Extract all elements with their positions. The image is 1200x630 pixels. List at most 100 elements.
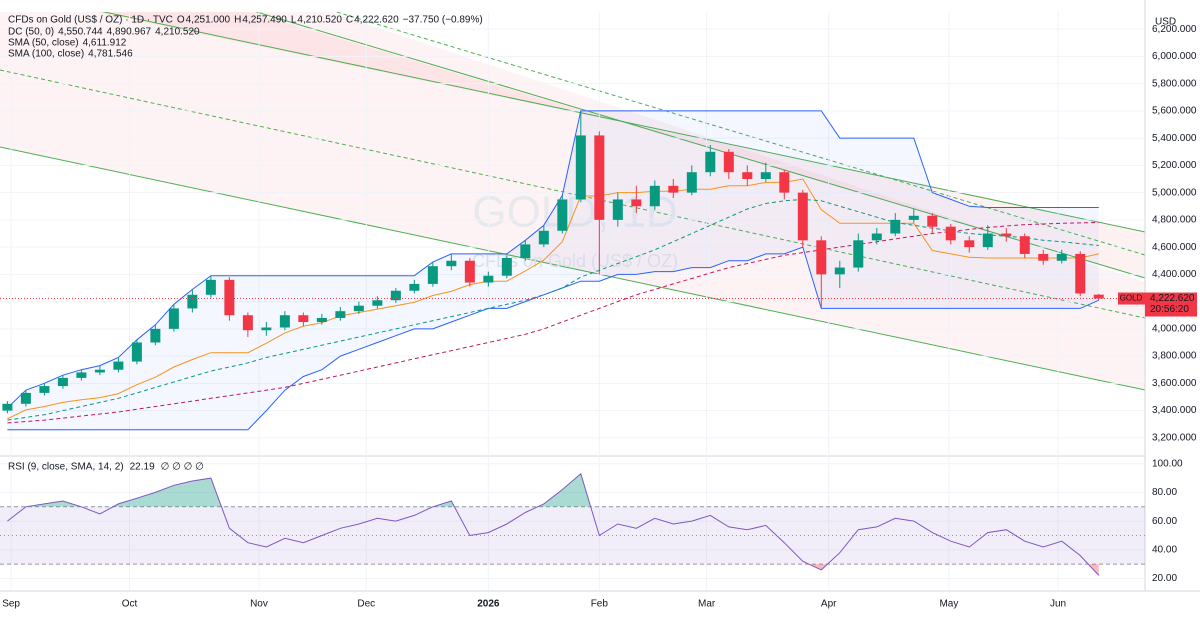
- candle-body: [1075, 253, 1086, 294]
- candle-body: [1038, 253, 1049, 261]
- candle-body: [927, 215, 938, 227]
- candle-body: [1093, 294, 1104, 299]
- x-tick-label: 2026: [477, 599, 500, 610]
- candle-body: [464, 260, 475, 283]
- candle-body: [20, 392, 31, 404]
- candle-body: [261, 327, 272, 331]
- change: −37.750 (−0.89%): [403, 15, 483, 26]
- ohlc-value: 4,222.620: [354, 15, 399, 26]
- ohlc-key: H: [234, 15, 241, 26]
- x-tick-label: Feb: [591, 599, 609, 610]
- trend-line: [0, 146, 1145, 391]
- indicator-value: 4,210.520: [155, 27, 200, 38]
- candle-body: [816, 240, 827, 275]
- y-tick-label: 4,600.000: [1152, 242, 1197, 253]
- y-tick-label: 3,200.000: [1152, 432, 1197, 443]
- candle-body: [797, 192, 808, 241]
- candle-body: [316, 317, 327, 323]
- candle-body: [483, 275, 494, 283]
- trend-line: [334, 12, 1145, 256]
- candle-body: [760, 172, 771, 180]
- candle-body: [964, 240, 975, 248]
- symbol-title: CFDs on Gold (US$ / OZ) · 1D · TVC: [8, 15, 173, 26]
- channel-area: [7, 110, 1099, 430]
- y-tick-label: 5,600.000: [1152, 106, 1197, 117]
- candle-body: [575, 135, 586, 200]
- y-tick-label: 4,000.000: [1152, 323, 1197, 334]
- x-tick-label: Sep: [2, 599, 20, 610]
- candle-body: [705, 151, 716, 173]
- candle-body: [908, 215, 919, 220]
- candle-body: [131, 342, 142, 362]
- trend-line: [254, 12, 1145, 279]
- candle-body: [113, 361, 124, 370]
- candle-body: [446, 260, 457, 267]
- candle-body: [668, 185, 679, 193]
- indicator-line: [7, 178, 1099, 420]
- channel-fill: [0, 12, 1145, 390]
- candle-body: [871, 233, 882, 241]
- y-tick-label: 3,400.000: [1152, 405, 1197, 416]
- watermark: GOLD, 1D: [472, 188, 677, 237]
- y-tick-label: 40.00: [1152, 544, 1177, 555]
- candle-body: [631, 199, 642, 207]
- x-tick-label: Mar: [698, 599, 716, 610]
- indicator-name: SMA (50, close): [8, 38, 79, 49]
- y-tick-label: 4,800.000: [1152, 215, 1197, 226]
- candle-body: [279, 315, 290, 328]
- x-tick-label: Nov: [250, 599, 268, 610]
- candle-body: [224, 279, 235, 316]
- y-tick-label: 80.00: [1152, 487, 1177, 498]
- price-tag-value: 4,222.620: [1150, 293, 1195, 304]
- candle-body: [242, 315, 253, 331]
- x-tick-label: Jun: [1050, 599, 1066, 610]
- y-tick-label: 3,600.000: [1152, 378, 1197, 389]
- candle-body: [427, 266, 438, 284]
- candle-body: [372, 300, 383, 306]
- candle-body: [168, 308, 179, 329]
- candle-body: [409, 283, 420, 291]
- candle-body: [538, 230, 549, 245]
- x-tick-label: Oct: [122, 599, 138, 610]
- candle-body: [742, 172, 753, 180]
- price-tag: [1118, 292, 1145, 305]
- candle-body: [982, 233, 993, 248]
- y-tick-label: 5,200.000: [1152, 160, 1197, 171]
- candle-body: [335, 311, 346, 318]
- indicator-name: DC (50, 0): [8, 27, 54, 38]
- indicator-value: 4,550.744: [58, 27, 103, 38]
- y-tick-label: 5,400.000: [1152, 133, 1197, 144]
- candle-body: [1019, 236, 1030, 254]
- ohlc-value: 4,210.520: [297, 15, 342, 26]
- x-tick-label: Dec: [357, 599, 375, 610]
- ohlc-value: 4,251.000: [186, 15, 231, 26]
- candle-body: [187, 294, 198, 309]
- candle-body: [723, 151, 734, 173]
- candle-body: [945, 226, 956, 241]
- ohlc-key: C: [346, 15, 353, 26]
- candle-body: [834, 267, 845, 275]
- candle-body: [649, 185, 660, 207]
- y-tick-label: 5,000.000: [1152, 187, 1197, 198]
- indicator-line: [7, 110, 1099, 409]
- candle-body: [94, 369, 105, 373]
- candle-body: [390, 290, 401, 301]
- candle-body: [39, 386, 50, 393]
- candle-body: [501, 258, 512, 276]
- ohlc-value: 4,257.490: [242, 15, 287, 26]
- legend: CFDs on Gold (US$ / OZ) · 1D · TVC O 4,251…: [8, 15, 483, 60]
- y-tick-label: 20.00: [1152, 573, 1177, 584]
- candle-body: [779, 172, 790, 193]
- price-tag-countdown: 20:56:20: [1150, 304, 1189, 315]
- candle-body: [686, 172, 697, 193]
- indicator-line: [7, 198, 1099, 421]
- y-tick-label: 4,400.000: [1152, 269, 1197, 280]
- indicator-value: 4,781.546: [88, 49, 133, 60]
- rsi-line: [7, 472, 1100, 576]
- price-tag: [1145, 292, 1197, 317]
- candle-body: [612, 199, 623, 220]
- candle-body: [890, 219, 901, 234]
- candle-body: [76, 372, 87, 378]
